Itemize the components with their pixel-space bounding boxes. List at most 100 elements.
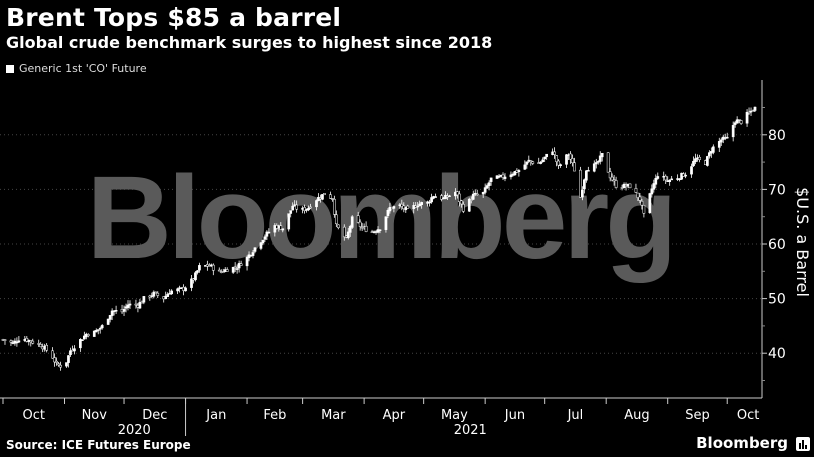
candle-body: [358, 221, 362, 227]
candle-body: [523, 164, 527, 170]
candle-body: [598, 155, 602, 162]
candle-body: [221, 271, 225, 273]
y-tick-label: 60: [768, 237, 786, 253]
candle-body: [517, 170, 521, 172]
candle-body: [694, 158, 697, 163]
candle-body: [59, 364, 62, 368]
candle-body: [170, 290, 174, 295]
candle-body: [39, 344, 43, 348]
brand-logo: Bloomberg: [696, 434, 788, 452]
candle-body: [539, 161, 543, 164]
bloomberg-watermark: Bloomberg: [87, 152, 674, 284]
x-tick-label: Jan: [205, 408, 226, 423]
candle-body: [434, 196, 437, 198]
candle-body: [420, 202, 424, 205]
candle-body: [717, 141, 721, 148]
candle-body: [190, 278, 193, 288]
candle-body: [569, 153, 572, 160]
candle-body: [634, 188, 638, 193]
candle-body: [406, 205, 410, 209]
candle-body: [17, 340, 21, 343]
candle-body: [231, 266, 235, 273]
candle-body: [265, 231, 269, 237]
candle-body: [73, 348, 76, 352]
candle-body: [670, 178, 674, 181]
candle-body: [565, 154, 568, 165]
candle-body: [525, 161, 529, 165]
candle-body: [279, 225, 283, 230]
candle-body: [503, 176, 507, 179]
candle-body: [198, 265, 201, 271]
candle-body: [156, 292, 160, 296]
candle-body: [725, 136, 729, 139]
candle-body: [239, 263, 243, 266]
candle-body: [610, 176, 614, 181]
candle-body: [594, 162, 598, 165]
candle-body: [668, 179, 672, 182]
candle-body: [184, 287, 187, 292]
candle-body: [108, 315, 112, 320]
candle-body: [501, 174, 505, 178]
candle-body: [83, 335, 86, 340]
x-tick-label: Sep: [685, 408, 710, 423]
source-note: Source: ICE Futures Europe: [6, 438, 191, 452]
candle-body: [128, 303, 132, 306]
candle-body: [751, 110, 755, 112]
candle-body: [586, 170, 590, 172]
candle-body: [86, 334, 90, 337]
candle-body: [196, 270, 199, 273]
x-tick-label: Mar: [321, 408, 346, 423]
candle-body: [731, 125, 735, 138]
candle-body: [461, 204, 465, 212]
candle-body: [497, 176, 501, 178]
candle-body: [336, 224, 340, 228]
y-axis-title: $U.S. a Barrel: [793, 187, 812, 297]
candle-body: [735, 119, 739, 124]
candle-body: [289, 210, 293, 214]
candle-body: [640, 200, 644, 206]
x-tick-label: Jul: [567, 408, 584, 423]
candle-body: [263, 236, 267, 240]
candle-body: [690, 166, 693, 175]
candle-body: [684, 174, 687, 177]
candle-body: [614, 180, 618, 188]
candle-body: [692, 160, 695, 167]
candle-body: [235, 268, 239, 270]
candle-body: [636, 192, 640, 198]
candle-body: [114, 310, 118, 312]
candle-body: [579, 169, 582, 198]
candle-body: [719, 139, 723, 143]
candle-body: [378, 229, 382, 231]
y-tick-label: 80: [768, 128, 786, 144]
candle-body: [739, 120, 743, 124]
chart-subtitle: Global crude benchmark surges to highest…: [6, 33, 493, 52]
candle-body: [140, 301, 144, 304]
candle-body: [456, 191, 459, 196]
candle-body: [259, 242, 263, 249]
candle-body: [559, 164, 562, 167]
candle-body: [245, 256, 249, 267]
candle-body: [67, 355, 70, 363]
legend-swatch: [6, 64, 14, 73]
candle-body: [440, 195, 443, 200]
candle-body: [176, 288, 179, 292]
candle-body: [138, 301, 142, 309]
candle-body: [106, 318, 110, 325]
candle-body: [57, 363, 60, 366]
candle-body: [638, 196, 642, 201]
candle-body: [483, 187, 487, 193]
candle-body: [225, 269, 229, 272]
candle-body: [9, 340, 13, 343]
x-tick-label: May: [441, 408, 468, 423]
candle-body: [307, 207, 310, 211]
candle-body: [698, 156, 701, 160]
candle-body: [400, 203, 404, 207]
candle-body: [315, 200, 318, 208]
candle-body: [94, 330, 98, 333]
candle-body: [753, 106, 757, 111]
candle-body: [459, 200, 463, 205]
candle-body: [583, 179, 586, 190]
candle-body: [581, 189, 584, 198]
candle-body: [100, 325, 104, 329]
candle-body: [711, 146, 715, 153]
